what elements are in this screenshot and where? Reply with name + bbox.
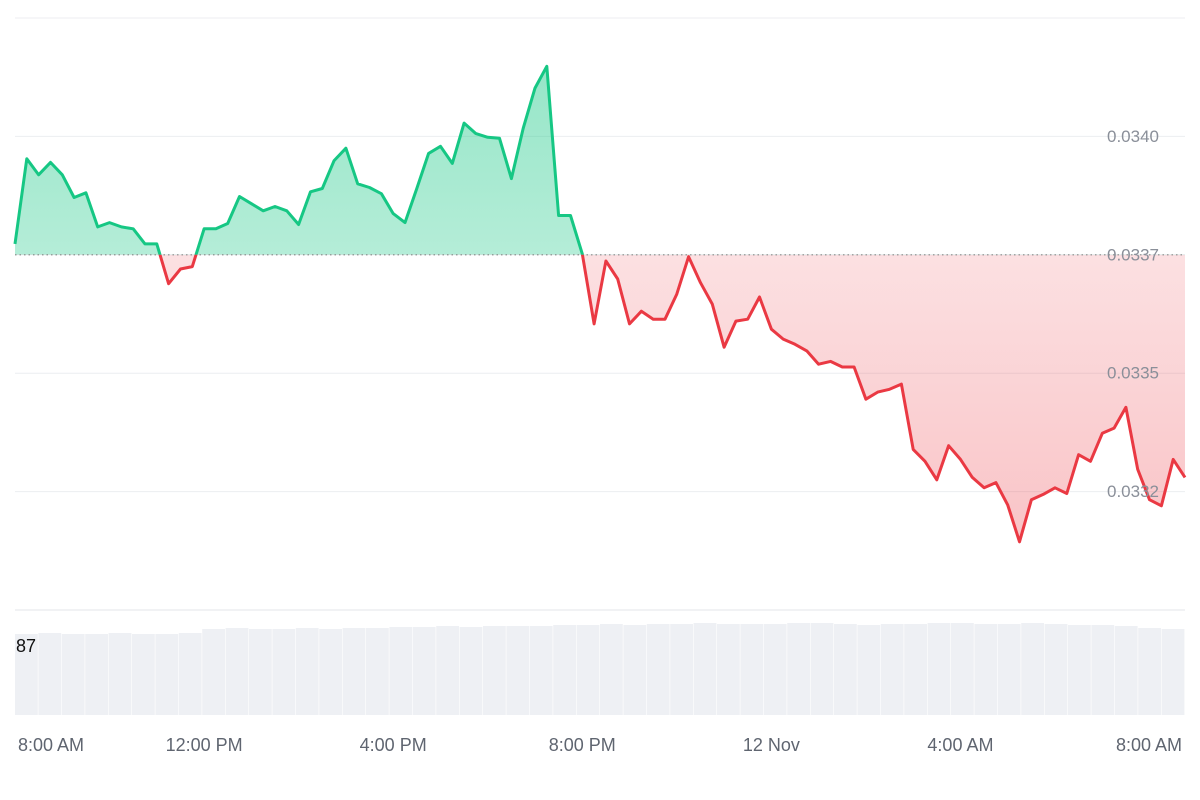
area-down [160,254,1185,542]
volume-bar [880,624,904,715]
volume-bar [834,624,857,715]
volume-bar [787,623,810,715]
volume-bar [553,625,576,715]
volume-bar [108,633,132,715]
volume-bar [927,623,951,715]
volume-bar [576,625,600,715]
volume-bar [693,623,717,715]
volume-bar [717,624,740,715]
volume-bar [412,627,436,715]
volume-bar [38,633,62,715]
volume-bar [1068,625,1091,715]
x-tick-label: 4:00 AM [927,735,993,755]
volume-bar [1161,629,1185,715]
volume-bar [178,633,202,715]
area-up [15,66,1185,255]
volume-bar [295,628,319,715]
y-tick-label: 0.0335 [1107,364,1159,383]
volume-bar [483,626,506,715]
x-tick-label: 4:00 PM [360,735,427,755]
volume-bar [506,626,530,715]
x-tick-label: 12 Nov [743,735,800,755]
volume-bar [342,628,366,715]
x-tick-label: 8:00 AM [18,735,84,755]
volume-bar [155,634,179,715]
volume-bar [225,628,249,715]
y-tick-label: 0.0337 [1107,245,1159,264]
y-tick-label: 0.0340 [1107,127,1159,146]
volume-bar [974,624,998,715]
volume-bar [1114,626,1138,715]
x-tick-label: 12:00 PM [166,735,243,755]
volume-bar [249,629,272,715]
volume-bar [529,626,553,715]
volume-bar [436,626,459,715]
volume-bar [319,629,342,715]
volume-bar [670,624,693,715]
volume-bar [1044,624,1068,715]
volume-bar [857,625,881,715]
volume-bar [951,623,974,715]
volume-label: 87 [16,636,36,656]
volume-bar [646,624,670,715]
volume-bar [763,624,787,715]
volume-bar [132,634,155,715]
y-tick-label: 0.0332 [1107,482,1159,501]
price-line-down [158,254,1187,544]
volume-bar [1021,623,1044,715]
volume-bar [202,629,225,715]
x-tick-label: 8:00 PM [549,735,616,755]
volume-bar [740,624,764,715]
volume-bar [623,625,647,715]
volume-bar [389,627,413,715]
volume-bar [1091,625,1115,715]
volume-bar [904,624,927,715]
volume-bar [600,624,623,715]
volume-bar [810,623,834,715]
volume-bar [366,628,389,715]
x-tick-label: 8:00 AM [1116,735,1182,755]
volume-bar [997,624,1021,715]
volume-bar [61,634,85,715]
volume-bar [15,634,38,715]
volume-bar [85,634,108,715]
volume-bar [1138,628,1161,715]
volume-bar [459,627,483,715]
volume-bar [272,629,296,715]
price-line-up [13,64,584,255]
